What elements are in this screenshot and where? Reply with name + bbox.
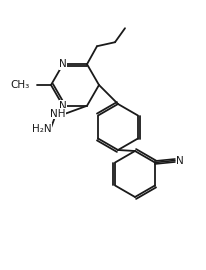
Text: CH₃: CH₃: [11, 80, 30, 90]
Text: N: N: [59, 59, 67, 69]
Text: NH: NH: [50, 109, 66, 119]
Text: H₂N: H₂N: [32, 124, 52, 134]
Text: N: N: [59, 101, 67, 111]
Text: N: N: [175, 156, 183, 166]
